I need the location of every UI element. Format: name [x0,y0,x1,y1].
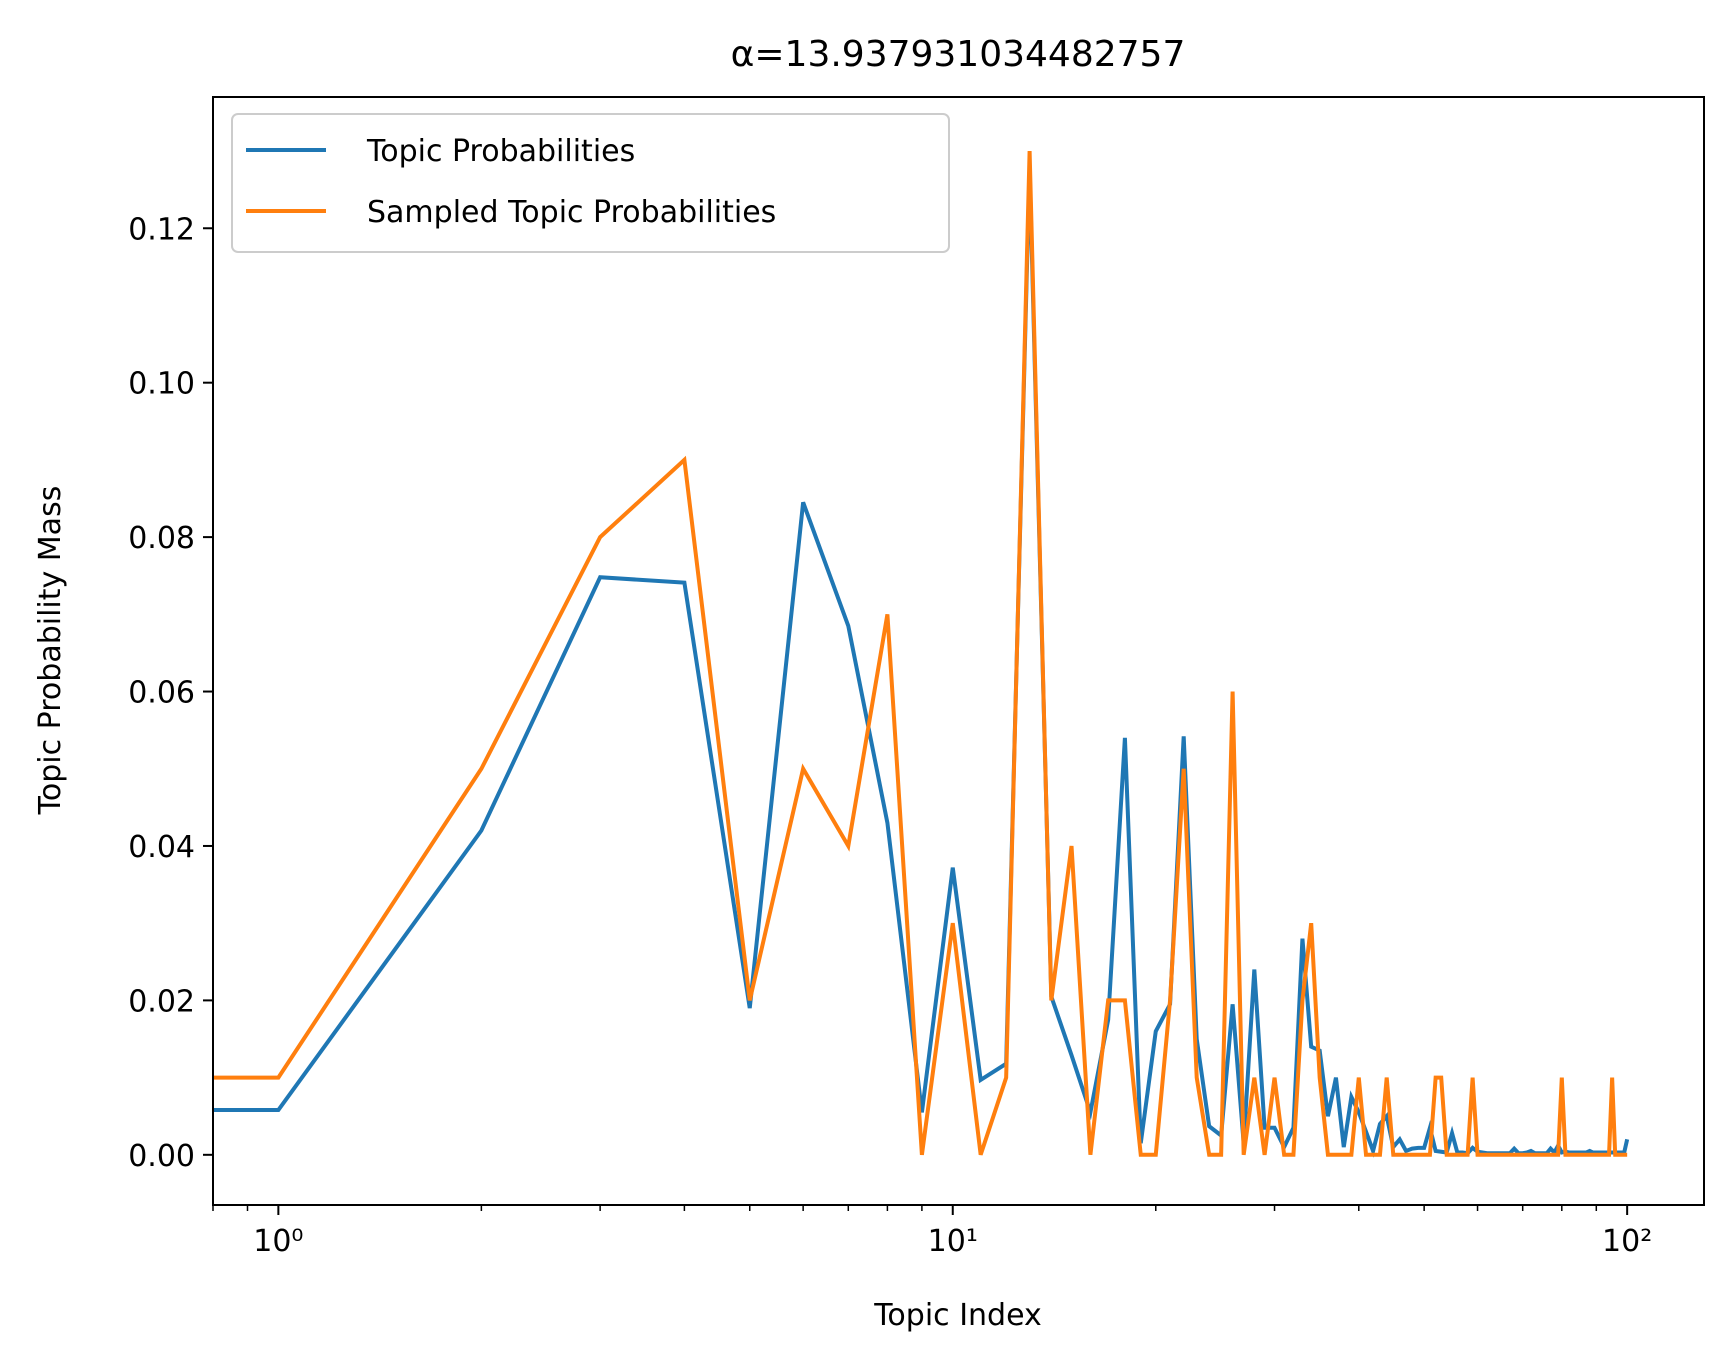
legend-box [231,113,950,253]
y-axis-ticks: 0.00 0.02 0.04 0.06 0.08 0.10 0.12 [128,212,213,1174]
y-tick-label: 0.04 [128,830,195,865]
legend-label-topic-probabilities: Topic Probabilities [366,134,635,169]
chart-title: α=13.937931034482757 [731,34,1186,75]
x-axis-ticks: 10⁰ 10¹ 10² [212,1205,1652,1259]
y-tick-label: 0.02 [128,984,195,1019]
x-tick-label: 10⁰ [253,1224,303,1259]
y-tick-label: 0.08 [128,521,195,556]
series-group [213,150,1630,1158]
series-line-sampled-topic-probabilities [213,150,1628,1157]
y-tick-label: 0.12 [128,212,195,247]
y-tick-label: 0.06 [128,676,195,711]
x-axis-label: Topic Index [873,1298,1042,1333]
legend-label-sampled-topic-probabilities: Sampled Topic Probabilities [367,195,776,230]
x-tick-label: 10² [1602,1224,1652,1259]
x-tick-label: 10¹ [928,1224,978,1259]
plot-area [213,150,1630,1158]
axes-frame [212,96,1705,1206]
y-axis-label: Topic Probability Mass [33,486,68,816]
y-tick-label: 0.00 [128,1139,195,1174]
y-tick-label: 0.10 [128,367,195,402]
legend: Topic Probabilities Sampled Topic Probab… [231,113,950,253]
